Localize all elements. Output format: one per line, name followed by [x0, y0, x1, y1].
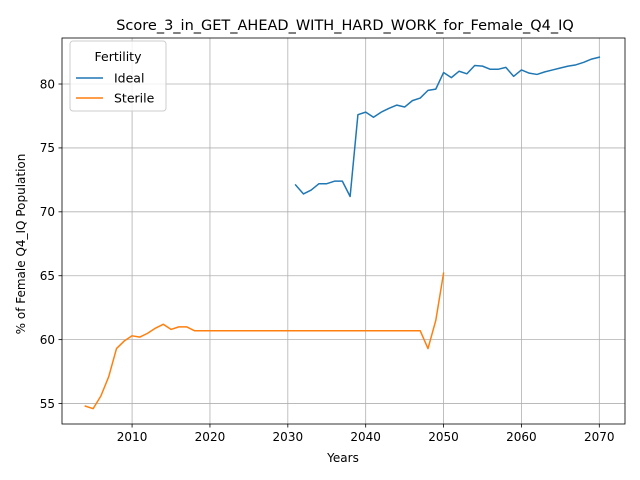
- plot-frame: [61, 37, 626, 425]
- legend-box: [69, 40, 167, 112]
- x-tick-label: 2070: [584, 430, 615, 444]
- series-line-ideal: [294, 56, 601, 198]
- x-tick-label: 2040: [350, 430, 381, 444]
- y-tick-label: 80: [40, 77, 55, 91]
- y-axis-label: % of Female Q4_IQ Population: [14, 154, 28, 335]
- legend: Fertility Ideal Sterile: [69, 40, 167, 112]
- series-line-sterile: [84, 272, 445, 410]
- y-tick-label: 55: [40, 397, 55, 411]
- legend-title: Fertility: [95, 49, 143, 64]
- y-tick-label: 70: [40, 205, 55, 219]
- series-lines: [84, 56, 601, 410]
- x-tick-label: 2020: [195, 430, 226, 444]
- chart-title: Score_3_in_GET_AHEAD_WITH_HARD_WORK_for_…: [116, 18, 574, 34]
- legend-label-ideal: Ideal: [114, 71, 144, 86]
- y-tick-label: 75: [40, 141, 55, 155]
- x-tick-label: 2010: [117, 430, 148, 444]
- grid: [62, 38, 625, 424]
- axis-ticks: 2010 2020 2030 2040 2050 2060 2070 55 60 65 70 75 80: [40, 77, 615, 444]
- x-tick-label: 2060: [506, 430, 537, 444]
- x-tick-label: 2050: [428, 430, 459, 444]
- legend-label-sterile: Sterile: [114, 91, 155, 106]
- y-tick-label: 60: [40, 333, 55, 347]
- x-tick-label: 2030: [273, 430, 304, 444]
- x-axis-label: Years: [326, 451, 359, 465]
- y-tick-label: 65: [40, 269, 55, 283]
